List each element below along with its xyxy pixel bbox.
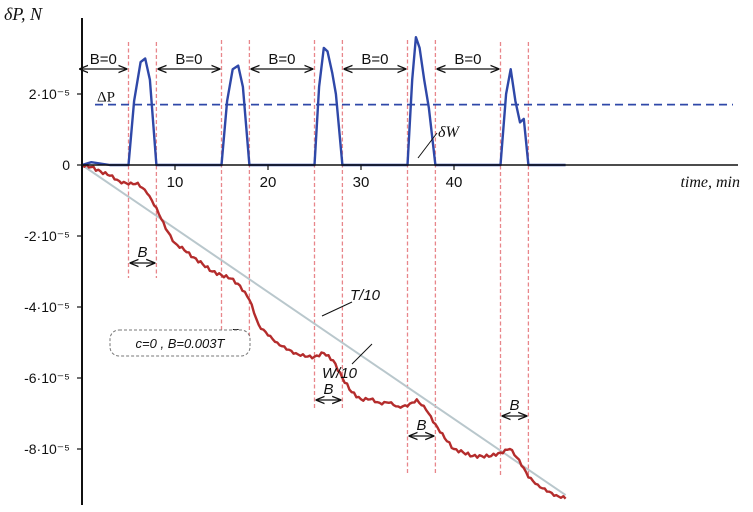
y-tick-label-1: 0 [62, 157, 70, 173]
y-tick-label-5: -8·10⁻⁵ [24, 441, 70, 457]
series-label-dw: δW [438, 124, 460, 141]
x-ticks: 10 20 30 40 [167, 165, 463, 191]
series-dw-line [81, 36, 566, 167]
y-tick-label-0: 2·10⁻⁵ [29, 86, 70, 102]
x-tick-label-20: 20 [260, 174, 277, 191]
annotation-box [109, 329, 251, 357]
field-off-label-5: B=0 [454, 51, 481, 68]
series-w10-line [81, 163, 567, 500]
x-axis-label: time, min [680, 174, 740, 191]
field-off-label-4: B=0 [361, 51, 388, 68]
x-tick-label-10: 10 [167, 174, 184, 191]
field-off-arrows: B=0 B=0 B=0 B=0 B=0 [80, 51, 499, 69]
field-on-label-5: B [509, 397, 519, 414]
leader-dw [417, 132, 438, 159]
annotation-box-text: c=0 , B=0.003T [136, 336, 226, 351]
field-off-label-1: B=0 [90, 51, 117, 68]
field-off-label-3: B=0 [268, 51, 295, 68]
x-tick-label-30: 30 [353, 174, 370, 191]
field-on-label-4: B [416, 417, 426, 434]
field-on-markers [127, 40, 530, 475]
delta-p-label: ΔP [97, 90, 115, 106]
y-ticks: 2·10⁻⁵ 0 -2·10⁻⁵ -4·10⁻⁵ -6·10⁻⁵ -8·10⁻⁵ [24, 86, 82, 457]
x-tick-label-40: 40 [446, 174, 463, 191]
axes [81, 18, 738, 505]
leader-w10 [351, 343, 373, 365]
y-axis-label: δP, N [4, 4, 43, 24]
annotation-box-group: c=0 , B=0.003T [109, 329, 251, 357]
field-on-label-1: B [137, 244, 147, 261]
series-label-t10: T/10 [350, 287, 381, 304]
y-tick-label-4: -6·10⁻⁵ [24, 370, 70, 386]
field-off-label-2: B=0 [175, 51, 202, 68]
y-tick-label-2: -2·10⁻⁵ [24, 228, 70, 244]
field-on-label-3: B [323, 381, 333, 398]
delta-p-group: ΔP [95, 90, 733, 106]
y-tick-label-3: -4·10⁻⁵ [24, 299, 70, 315]
label-leaders [321, 132, 438, 365]
leader-t10 [321, 301, 353, 317]
series-label-w10: W/10 [322, 365, 358, 382]
